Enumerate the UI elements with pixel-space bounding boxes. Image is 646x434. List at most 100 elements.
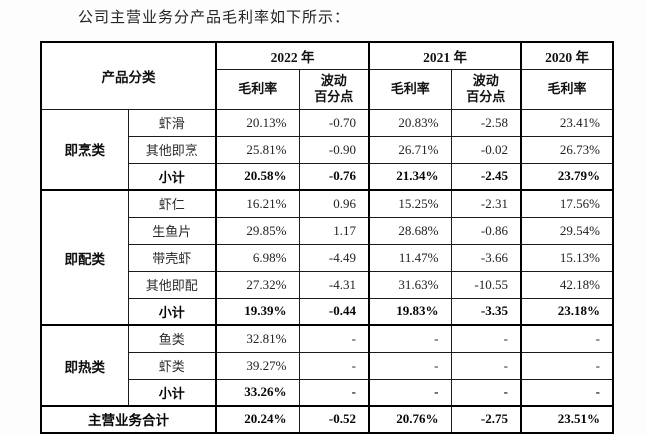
table-row: 其他即配 27.32% -4.31 31.63% -10.55 42.18%	[41, 270, 614, 299]
fluctuation-label-line1: 波动	[472, 72, 499, 88]
value-cell: 23.18%	[520, 297, 614, 326]
fluctuation-label-line2: 百分点	[466, 89, 506, 104]
value-cell: 1.17	[298, 216, 370, 245]
value-cell: -	[298, 324, 370, 353]
table-row: 其他即烹 25.81% -0.90 26.71% -0.02 26.73%	[41, 135, 614, 164]
value-cell: 42.18%	[520, 270, 614, 299]
table-row: 生鱼片 29.85% 1.17 28.68% -0.86 29.54%	[41, 216, 614, 245]
value-cell: 23.51%	[520, 405, 614, 434]
value-cell: -2.75	[450, 405, 522, 434]
header-year-2021: 2021 年	[368, 41, 522, 70]
value-cell: -	[520, 378, 614, 407]
grand-total-label-cell: 主营业务合计	[40, 405, 217, 434]
value-cell: -	[298, 378, 370, 407]
value-cell: -3.66	[450, 243, 522, 272]
value-cell: 33.26%	[215, 378, 300, 407]
header-year-2020: 2020 年	[520, 41, 614, 70]
value-cell: 20.76%	[368, 405, 452, 434]
page-title: 公司主营业务分产品毛利率如下所示：	[78, 10, 351, 26]
table-row: 即热类 鱼类 32.81% - - - -	[40, 324, 614, 407]
value-cell: -0.90	[298, 135, 370, 164]
subcategory-cell: 虾滑	[127, 108, 217, 137]
value-cell: 39.27%	[215, 351, 300, 380]
value-cell: -	[450, 324, 522, 353]
value-cell: -0.86	[450, 216, 522, 245]
value-cell: 11.47%	[368, 243, 452, 272]
value-cell: 29.54%	[520, 216, 614, 245]
value-cell: -4.31	[298, 270, 370, 299]
category-cell: 即烹类	[40, 108, 129, 191]
value-cell: -	[368, 378, 452, 407]
subcategory-cell: 其他即配	[127, 270, 217, 299]
grand-total-row: 主营业务合计 20.24% -0.52 20.76% -2.75 23.51%	[40, 405, 614, 434]
category-cell: 即配类	[40, 189, 129, 326]
value-cell: -3.35	[450, 297, 522, 326]
value-cell: -0.52	[298, 405, 370, 434]
value-cell: -	[368, 324, 452, 353]
value-cell: 25.81%	[215, 135, 300, 164]
fluctuation-label-line2: 百分点	[314, 89, 354, 104]
value-cell: -	[298, 351, 370, 380]
value-cell: 27.32%	[215, 270, 300, 299]
value-cell: 15.25%	[368, 189, 452, 218]
value-cell: 26.73%	[520, 135, 614, 164]
subcategory-cell: 生鱼片	[127, 216, 217, 245]
header-fluctuation-2022: 波动 百分点	[298, 68, 370, 110]
subcategory-cell: 其他即烹	[127, 135, 217, 164]
value-cell: -	[520, 324, 614, 353]
table-header: 产品分类 2022 年 2021 年 2020 年 毛利率 波动 百分点 毛利率…	[40, 41, 614, 110]
value-cell: -10.55	[450, 270, 522, 299]
value-cell: 15.13%	[520, 243, 614, 272]
value-cell: -0.70	[298, 108, 370, 137]
value-cell: 23.79%	[520, 162, 614, 191]
gross-margin-table: 产品分类 2022 年 2021 年 2020 年 毛利率 波动 百分点 毛利率…	[40, 41, 614, 434]
header-row-metrics: 毛利率 波动 百分点 毛利率 波动 百分点 毛利率	[41, 68, 614, 110]
value-cell: 19.83%	[368, 297, 452, 326]
value-cell: 16.21%	[215, 189, 300, 218]
value-cell: 20.58%	[215, 162, 300, 191]
value-cell: -4.49	[298, 243, 370, 272]
value-cell: -2.45	[450, 162, 522, 191]
subcategory-cell: 带壳虾	[127, 243, 217, 272]
value-cell: -0.76	[298, 162, 370, 191]
table-row: 即烹类 虾滑 20.13% -0.70 20.83% -2.58 23.41%	[40, 108, 614, 191]
value-cell: 6.98%	[215, 243, 300, 272]
table-row: 虾类 39.27% - - - -	[41, 351, 614, 380]
value-cell: 32.81%	[215, 324, 300, 353]
subtotal-row: 小计 19.39% -0.44 19.83% -3.35 23.18%	[41, 297, 614, 326]
value-cell: 21.34%	[368, 162, 452, 191]
value-cell: -	[450, 351, 522, 380]
header-fluctuation-2021: 波动 百分点	[450, 68, 522, 110]
value-cell: 19.39%	[215, 297, 300, 326]
value-cell: 17.56%	[520, 189, 614, 218]
header-product-category: 产品分类	[40, 41, 217, 110]
value-cell: -	[450, 378, 522, 407]
subtotal-label-cell: 小计	[127, 162, 217, 191]
fluctuation-label-line1: 波动	[320, 72, 347, 88]
subtotal-label-cell: 小计	[127, 297, 217, 326]
value-cell: 31.63%	[368, 270, 452, 299]
value-cell: 20.83%	[368, 108, 452, 137]
value-cell: 20.24%	[215, 405, 300, 434]
header-margin-2020: 毛利率	[520, 68, 614, 110]
header-row-years: 产品分类 2022 年 2021 年 2020 年	[40, 41, 614, 110]
subcategory-cell: 虾类	[127, 351, 217, 380]
value-cell: 29.85%	[215, 216, 300, 245]
header-margin-2021: 毛利率	[368, 68, 452, 110]
value-cell: -	[368, 351, 452, 380]
table-row: 即配类 虾仁 16.21% 0.96 15.25% -2.31 17.56%	[40, 189, 614, 326]
category-cell: 即热类	[40, 324, 129, 407]
header-year-2022: 2022 年	[215, 41, 370, 70]
value-cell: -0.02	[450, 135, 522, 164]
value-cell: 23.41%	[520, 108, 614, 137]
value-cell: 0.96	[298, 189, 370, 218]
subtotal-label-cell: 小计	[127, 378, 217, 407]
value-cell: -2.58	[450, 108, 522, 137]
value-cell: 26.71%	[368, 135, 452, 164]
subcategory-cell: 鱼类	[127, 324, 217, 353]
value-cell: 28.68%	[368, 216, 452, 245]
value-cell: -0.44	[298, 297, 370, 326]
value-cell: 20.13%	[215, 108, 300, 137]
value-cell: -2.31	[450, 189, 522, 218]
